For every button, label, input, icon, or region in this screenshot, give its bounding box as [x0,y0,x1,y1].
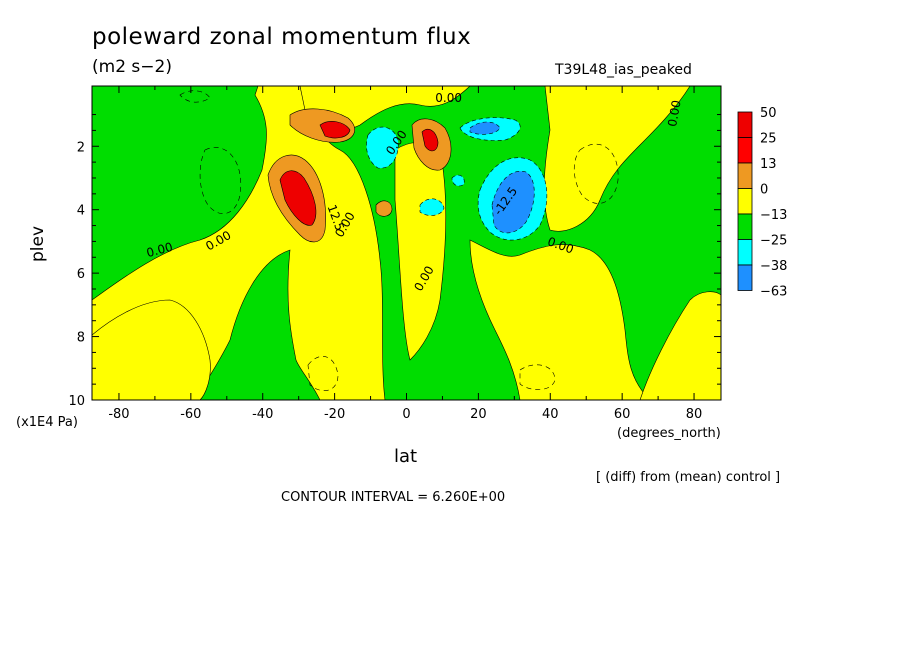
y-axis: 2 4 6 8 10 [68,114,721,409]
nh-midlat-positive-region [469,239,651,400]
x-tick-label: 40 [542,407,559,422]
x-axis: -80 -60 -40 -20 0 20 40 60 80 [108,86,702,422]
small-orange-blob [375,200,393,217]
contour-nh-highlat [573,143,619,204]
nh-upper-min [469,121,501,135]
x-tick-label: 0 [402,407,410,422]
x-axis-units: (degrees_north) [617,426,721,441]
y-tick-label: 10 [68,394,85,409]
units-label: (m2 s−2) [92,57,172,77]
legend-swatch [737,239,753,266]
contour-top-sh [179,90,211,103]
contour-label: 0.00 [435,91,462,105]
legend-swatch [737,137,753,164]
legend-label: −13 [760,208,787,223]
legend-swatch [737,264,753,291]
legend-label: −25 [760,234,787,249]
positive-region-layer [92,86,721,400]
nh-jet-min [491,170,535,234]
x-tick-label: -80 [108,407,129,422]
legend-swatch [737,111,753,138]
x-tick-label: 60 [614,407,631,422]
contour-interval: CONTOUR INTERVAL = 6.260E+00 [281,490,506,505]
legend-label: 25 [760,132,777,147]
small-cyan-blob [451,174,465,187]
sh-lower-positive-region [92,299,211,400]
x-tick-label: -40 [252,407,273,422]
y-tick-label: 4 [77,204,85,219]
x-tick-label: 20 [470,407,487,422]
eq-lower-cyan [419,198,445,216]
red-layer [279,121,439,226]
plot-area [92,86,721,400]
y-tick-label: 6 [77,267,85,282]
diff-note: [ (diff) from (mean) control ] [596,470,781,485]
dashed-contour-lines [179,90,619,392]
eq-max [421,129,439,152]
contour-label: 0.00 [665,99,683,128]
legend-label: −63 [760,285,787,300]
chart-title: poleward zonal momentum flux [92,24,472,50]
y-axis-units: (x1E4 Pa) [16,415,78,430]
sh-upper-max [319,121,351,139]
y-tick-label: 2 [77,140,85,155]
contour-lower-sh [307,356,339,392]
legend-swatch [737,162,753,189]
x-tick-label: -20 [324,407,345,422]
color-legend: 50 25 13 0 −13 −25 −38 −63 [737,106,787,300]
x-axis-label: lat [394,446,418,467]
legend-label: 0 [760,183,768,198]
legend-label: −38 [760,259,787,274]
legend-swatch [737,213,753,240]
legend-label: 50 [760,106,777,121]
x-tick-label: -60 [180,407,201,422]
blue-layer [469,121,535,234]
sh-jet-max [279,170,317,226]
run-label: T39L48_ias_peaked [555,62,692,78]
y-tick-label: 8 [77,331,85,346]
eq-south-cyan [366,126,399,169]
contour-lower-nh [519,364,556,390]
x-tick-label: 80 [686,407,703,422]
contour-label: 0.00 [145,240,174,260]
legend-swatch [737,188,753,215]
legend-label: 13 [760,157,777,172]
